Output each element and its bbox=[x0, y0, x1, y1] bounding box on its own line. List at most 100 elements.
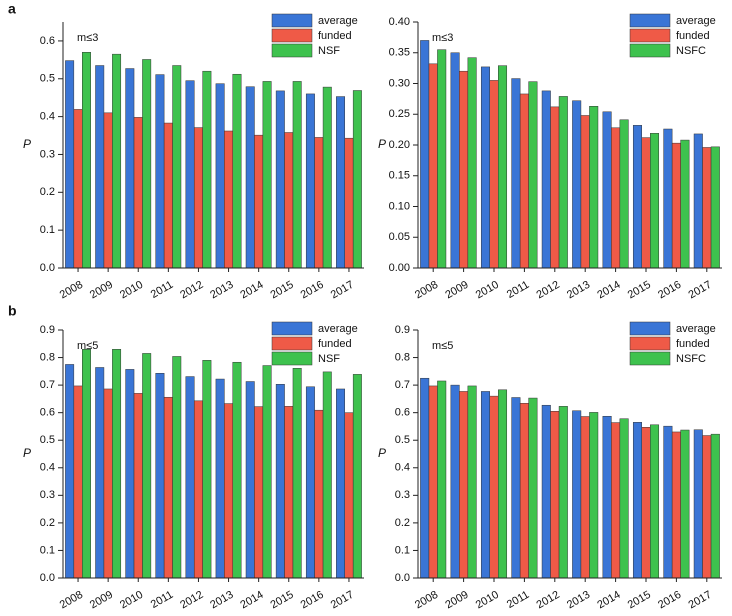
bar bbox=[224, 130, 234, 269]
legend-swatch bbox=[271, 321, 313, 336]
x-tick-label: 2009 bbox=[88, 589, 115, 612]
bar bbox=[528, 397, 538, 579]
y-tick-label: 0.25 bbox=[389, 108, 410, 120]
annotation: m≤5 bbox=[77, 340, 98, 352]
bar bbox=[305, 93, 315, 269]
panel-label: a bbox=[8, 1, 16, 17]
bar bbox=[611, 422, 621, 579]
bar bbox=[428, 63, 438, 269]
y-tick-label: 0.2 bbox=[395, 517, 410, 529]
x-tick-label: 2014 bbox=[238, 589, 265, 612]
bar bbox=[680, 139, 690, 269]
y-tick-label: 0.3 bbox=[395, 489, 410, 501]
bar bbox=[284, 406, 294, 579]
y-tick-label: 0.40 bbox=[389, 16, 410, 28]
bar bbox=[498, 65, 508, 269]
bar bbox=[142, 59, 152, 269]
y-axis-label: P bbox=[378, 137, 386, 151]
x-tick-label: 2008 bbox=[58, 589, 85, 612]
bar bbox=[125, 369, 135, 579]
y-tick-label: 0.6 bbox=[40, 407, 55, 419]
legend-label: NSFC bbox=[676, 45, 706, 57]
bar bbox=[511, 78, 521, 269]
y-tick-label: 0.0 bbox=[395, 572, 410, 584]
bar bbox=[284, 132, 294, 269]
x-tick-label: 2014 bbox=[238, 279, 265, 302]
bar bbox=[602, 111, 612, 269]
bar bbox=[185, 376, 195, 579]
bar bbox=[314, 409, 324, 579]
bar bbox=[275, 384, 285, 579]
bar bbox=[262, 365, 272, 579]
y-tick-label: 0.4 bbox=[395, 462, 410, 474]
annotation: m≤3 bbox=[432, 32, 453, 44]
bar bbox=[663, 425, 673, 579]
bar bbox=[172, 65, 182, 269]
y-tick-label: 0.1 bbox=[40, 544, 55, 556]
legend-label: average bbox=[318, 323, 358, 335]
bar bbox=[541, 404, 551, 579]
x-tick-label: 2015 bbox=[626, 279, 653, 302]
bar bbox=[65, 60, 75, 269]
y-tick-label: 0.2 bbox=[40, 517, 55, 529]
y-tick-label: 0.30 bbox=[389, 77, 410, 89]
bar bbox=[112, 349, 122, 579]
y-tick-label: 0.7 bbox=[40, 379, 55, 391]
x-tick-label: 2014 bbox=[595, 589, 622, 612]
x-tick-label: 2013 bbox=[208, 589, 235, 612]
bar bbox=[459, 70, 469, 269]
bar bbox=[710, 146, 720, 269]
y-tick-label: 0.35 bbox=[389, 47, 410, 59]
bar bbox=[163, 396, 173, 579]
bar bbox=[641, 137, 651, 269]
x-tick-label: 2010 bbox=[474, 279, 501, 302]
legend-label: NSFC bbox=[676, 353, 706, 365]
bar bbox=[437, 49, 447, 269]
x-tick-label: 2009 bbox=[443, 279, 470, 302]
legend-swatch bbox=[629, 43, 671, 58]
bar bbox=[450, 52, 460, 269]
bar bbox=[254, 134, 264, 269]
bar bbox=[550, 106, 560, 269]
x-tick-label: 2009 bbox=[443, 589, 470, 612]
bar bbox=[202, 360, 212, 579]
bar bbox=[489, 80, 499, 269]
legend-swatch bbox=[629, 13, 671, 28]
y-tick-label: 0.5 bbox=[40, 434, 55, 446]
bar bbox=[262, 81, 272, 269]
bar bbox=[420, 377, 430, 579]
bar bbox=[450, 384, 460, 579]
x-tick-label: 2010 bbox=[474, 589, 501, 612]
y-tick-label: 0.9 bbox=[395, 324, 410, 336]
bar bbox=[693, 133, 703, 269]
bar bbox=[95, 65, 105, 269]
annotation: m≤3 bbox=[77, 32, 98, 44]
bar bbox=[322, 371, 332, 579]
bar bbox=[580, 416, 590, 579]
legend-swatch bbox=[271, 28, 313, 43]
y-tick-label: 0.7 bbox=[395, 379, 410, 391]
bar bbox=[459, 391, 469, 579]
legend-label: funded bbox=[318, 30, 352, 42]
bar bbox=[82, 349, 91, 579]
bar bbox=[702, 435, 712, 579]
y-axis-label: P bbox=[23, 137, 31, 151]
x-tick-label: 2016 bbox=[299, 279, 326, 302]
legend-swatch bbox=[271, 13, 313, 28]
x-tick-label: 2013 bbox=[565, 279, 592, 302]
legend-swatch bbox=[271, 336, 313, 351]
legend-swatch bbox=[629, 336, 671, 351]
bar bbox=[344, 412, 354, 579]
bar bbox=[112, 53, 122, 269]
bar bbox=[73, 385, 83, 579]
x-tick-label: 2010 bbox=[118, 589, 145, 612]
bar bbox=[125, 68, 135, 269]
y-tick-label: 0.1 bbox=[395, 544, 410, 556]
bar bbox=[480, 66, 490, 269]
panel-label: b bbox=[8, 303, 17, 319]
y-axis-label: P bbox=[378, 446, 386, 460]
legend-label: funded bbox=[676, 338, 710, 350]
legend-swatch bbox=[271, 43, 313, 58]
bar bbox=[65, 364, 75, 579]
x-tick-label: 2017 bbox=[329, 279, 356, 302]
